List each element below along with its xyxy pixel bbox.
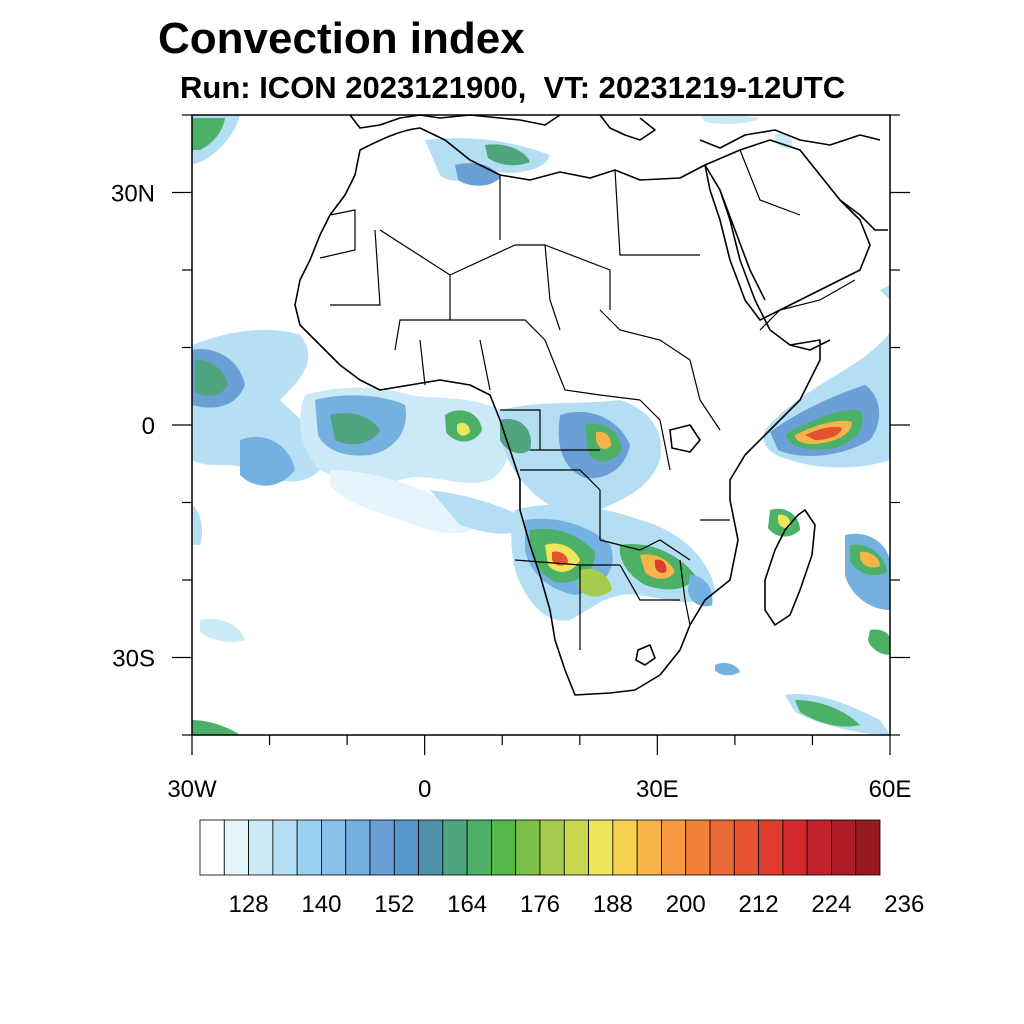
lon-tick-label: 60E	[869, 776, 912, 803]
colorbar-label: 212	[739, 891, 779, 918]
colorbar-swatch	[296, 819, 322, 876]
colorbar-label: 224	[811, 891, 851, 918]
colorbar-swatch	[393, 819, 419, 876]
lat-tick-label: 30N	[111, 181, 155, 208]
lon-tick-label: 30W	[167, 776, 217, 803]
colorbar-swatch	[685, 819, 711, 876]
colorbar-swatch	[758, 819, 784, 876]
colorbar-swatch	[199, 819, 225, 876]
colorbar-swatch	[248, 819, 274, 876]
colorbar-swatch	[466, 819, 492, 876]
axis-tick-labels: 30W 0 30E 60E 30N 0 30S	[111, 181, 911, 804]
colorbar-swatch	[588, 819, 614, 876]
colorbar-label: 152	[374, 891, 414, 918]
colorbar-label: 236	[884, 891, 924, 918]
axis-ticks	[172, 114, 910, 755]
colorbar-swatch	[733, 819, 759, 876]
lat-tick-label: 30S	[112, 646, 155, 673]
colorbar-swatch	[515, 819, 541, 876]
convection-field	[192, 114, 890, 735]
colorbar-swatch	[345, 819, 371, 876]
colorbar-swatch	[563, 819, 589, 876]
chart-title: Convection index	[158, 14, 525, 63]
coastline	[294, 114, 888, 696]
colorbar-label: 128	[229, 891, 269, 918]
country-borders	[319, 149, 856, 650]
colorbar-swatch	[223, 819, 249, 876]
colorbar-swatch	[491, 819, 517, 876]
colorbar-swatch	[855, 819, 881, 876]
lon-tick-label: 0	[418, 776, 431, 803]
colorbar-swatch	[612, 819, 638, 876]
colorbar-label: 164	[447, 891, 487, 918]
colorbar-swatch	[709, 819, 735, 876]
lat-tick-label: 0	[142, 413, 155, 440]
lon-tick-label: 30E	[636, 776, 679, 803]
colorbar-swatch	[636, 819, 662, 876]
colorbar	[199, 819, 881, 876]
colorbar-label: 188	[593, 891, 633, 918]
chart-subtitle: Run: ICON 2023121900, VT: 20231219-12UTC	[180, 70, 846, 105]
colorbar-label: 140	[301, 891, 341, 918]
colorbar-swatch	[782, 819, 808, 876]
colorbar-swatch	[272, 819, 298, 876]
colorbar-swatch	[661, 819, 687, 876]
colorbar-swatch	[369, 819, 395, 876]
colorbar-label: 200	[666, 891, 706, 918]
colorbar-swatch	[806, 819, 832, 876]
colorbar-swatch	[418, 819, 444, 876]
colorbar-label: 176	[520, 891, 560, 918]
colorbar-swatch	[442, 819, 468, 876]
colorbar-swatch	[831, 819, 857, 876]
colorbar-labels: 128 140 152 164 176 188 200 212 224 236	[229, 891, 925, 918]
colorbar-swatch	[321, 819, 347, 876]
colorbar-swatch	[539, 819, 565, 876]
